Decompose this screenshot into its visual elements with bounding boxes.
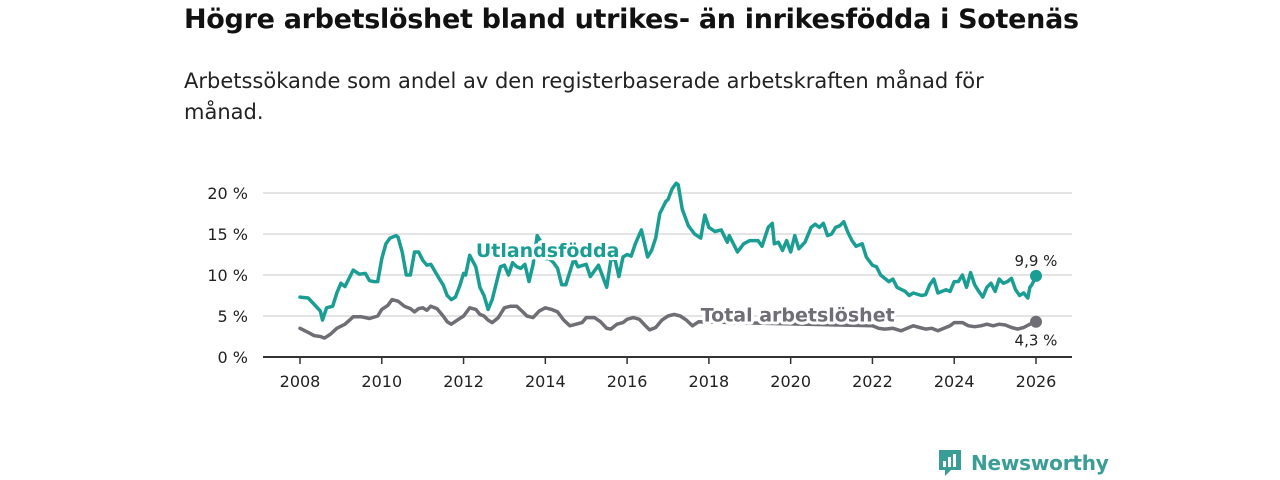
x-tick-label: 2010 xyxy=(361,372,402,391)
x-tick-label: 2018 xyxy=(689,372,730,391)
y-tick-label: 10 % xyxy=(207,266,248,285)
x-tick-label: 2016 xyxy=(607,372,648,391)
series-annotation: Utlandsfödda xyxy=(476,240,620,262)
grid-lines xyxy=(263,192,1072,317)
x-tick-label: 2008 xyxy=(280,372,321,391)
x-tick-label: 2026 xyxy=(1016,372,1057,391)
endpoint-value-label: 4,3 % xyxy=(1015,332,1058,350)
page-title: Högre arbetslöshet bland utrikes- än inr… xyxy=(184,4,1079,35)
x-tick-label: 2014 xyxy=(525,372,566,391)
brand-name: Newsworthy xyxy=(971,451,1109,475)
series-line-utlandsfodda xyxy=(298,181,1038,322)
x-tick-label: 2020 xyxy=(770,372,811,391)
x-tick-label: 2022 xyxy=(852,372,893,391)
newsworthy-logo-icon xyxy=(939,450,961,476)
y-tick-label: 5 % xyxy=(218,307,248,326)
brand-logo[interactable]: Newsworthy xyxy=(937,448,1109,478)
series-lines xyxy=(298,181,1042,340)
page-subtitle: Arbetssökande som andel av den registerb… xyxy=(184,69,984,124)
x-tick-label: 2024 xyxy=(934,372,975,391)
y-tick-label: 20 % xyxy=(207,184,248,203)
series-annotation: Total arbetslöshet xyxy=(701,305,895,327)
axes: 0 % 5 % 10 % 15 % 20 % 2008 2010 2012 2014 2016 20… xyxy=(207,184,1072,391)
series-line-total xyxy=(298,297,1038,340)
endpoint-value-label: 9,9 % xyxy=(1015,252,1058,270)
series-labels: 9,9 % 4,3 % Utlandsfödda Total arbetslöshet xyxy=(473,237,1058,350)
y-tick-label: 0 % xyxy=(218,348,248,367)
endpoint-marker-utlandsfodda xyxy=(1030,269,1042,282)
y-tick-label: 15 % xyxy=(207,225,248,244)
endpoint-marker-total xyxy=(1030,315,1042,328)
x-tick-label: 2012 xyxy=(443,372,484,391)
